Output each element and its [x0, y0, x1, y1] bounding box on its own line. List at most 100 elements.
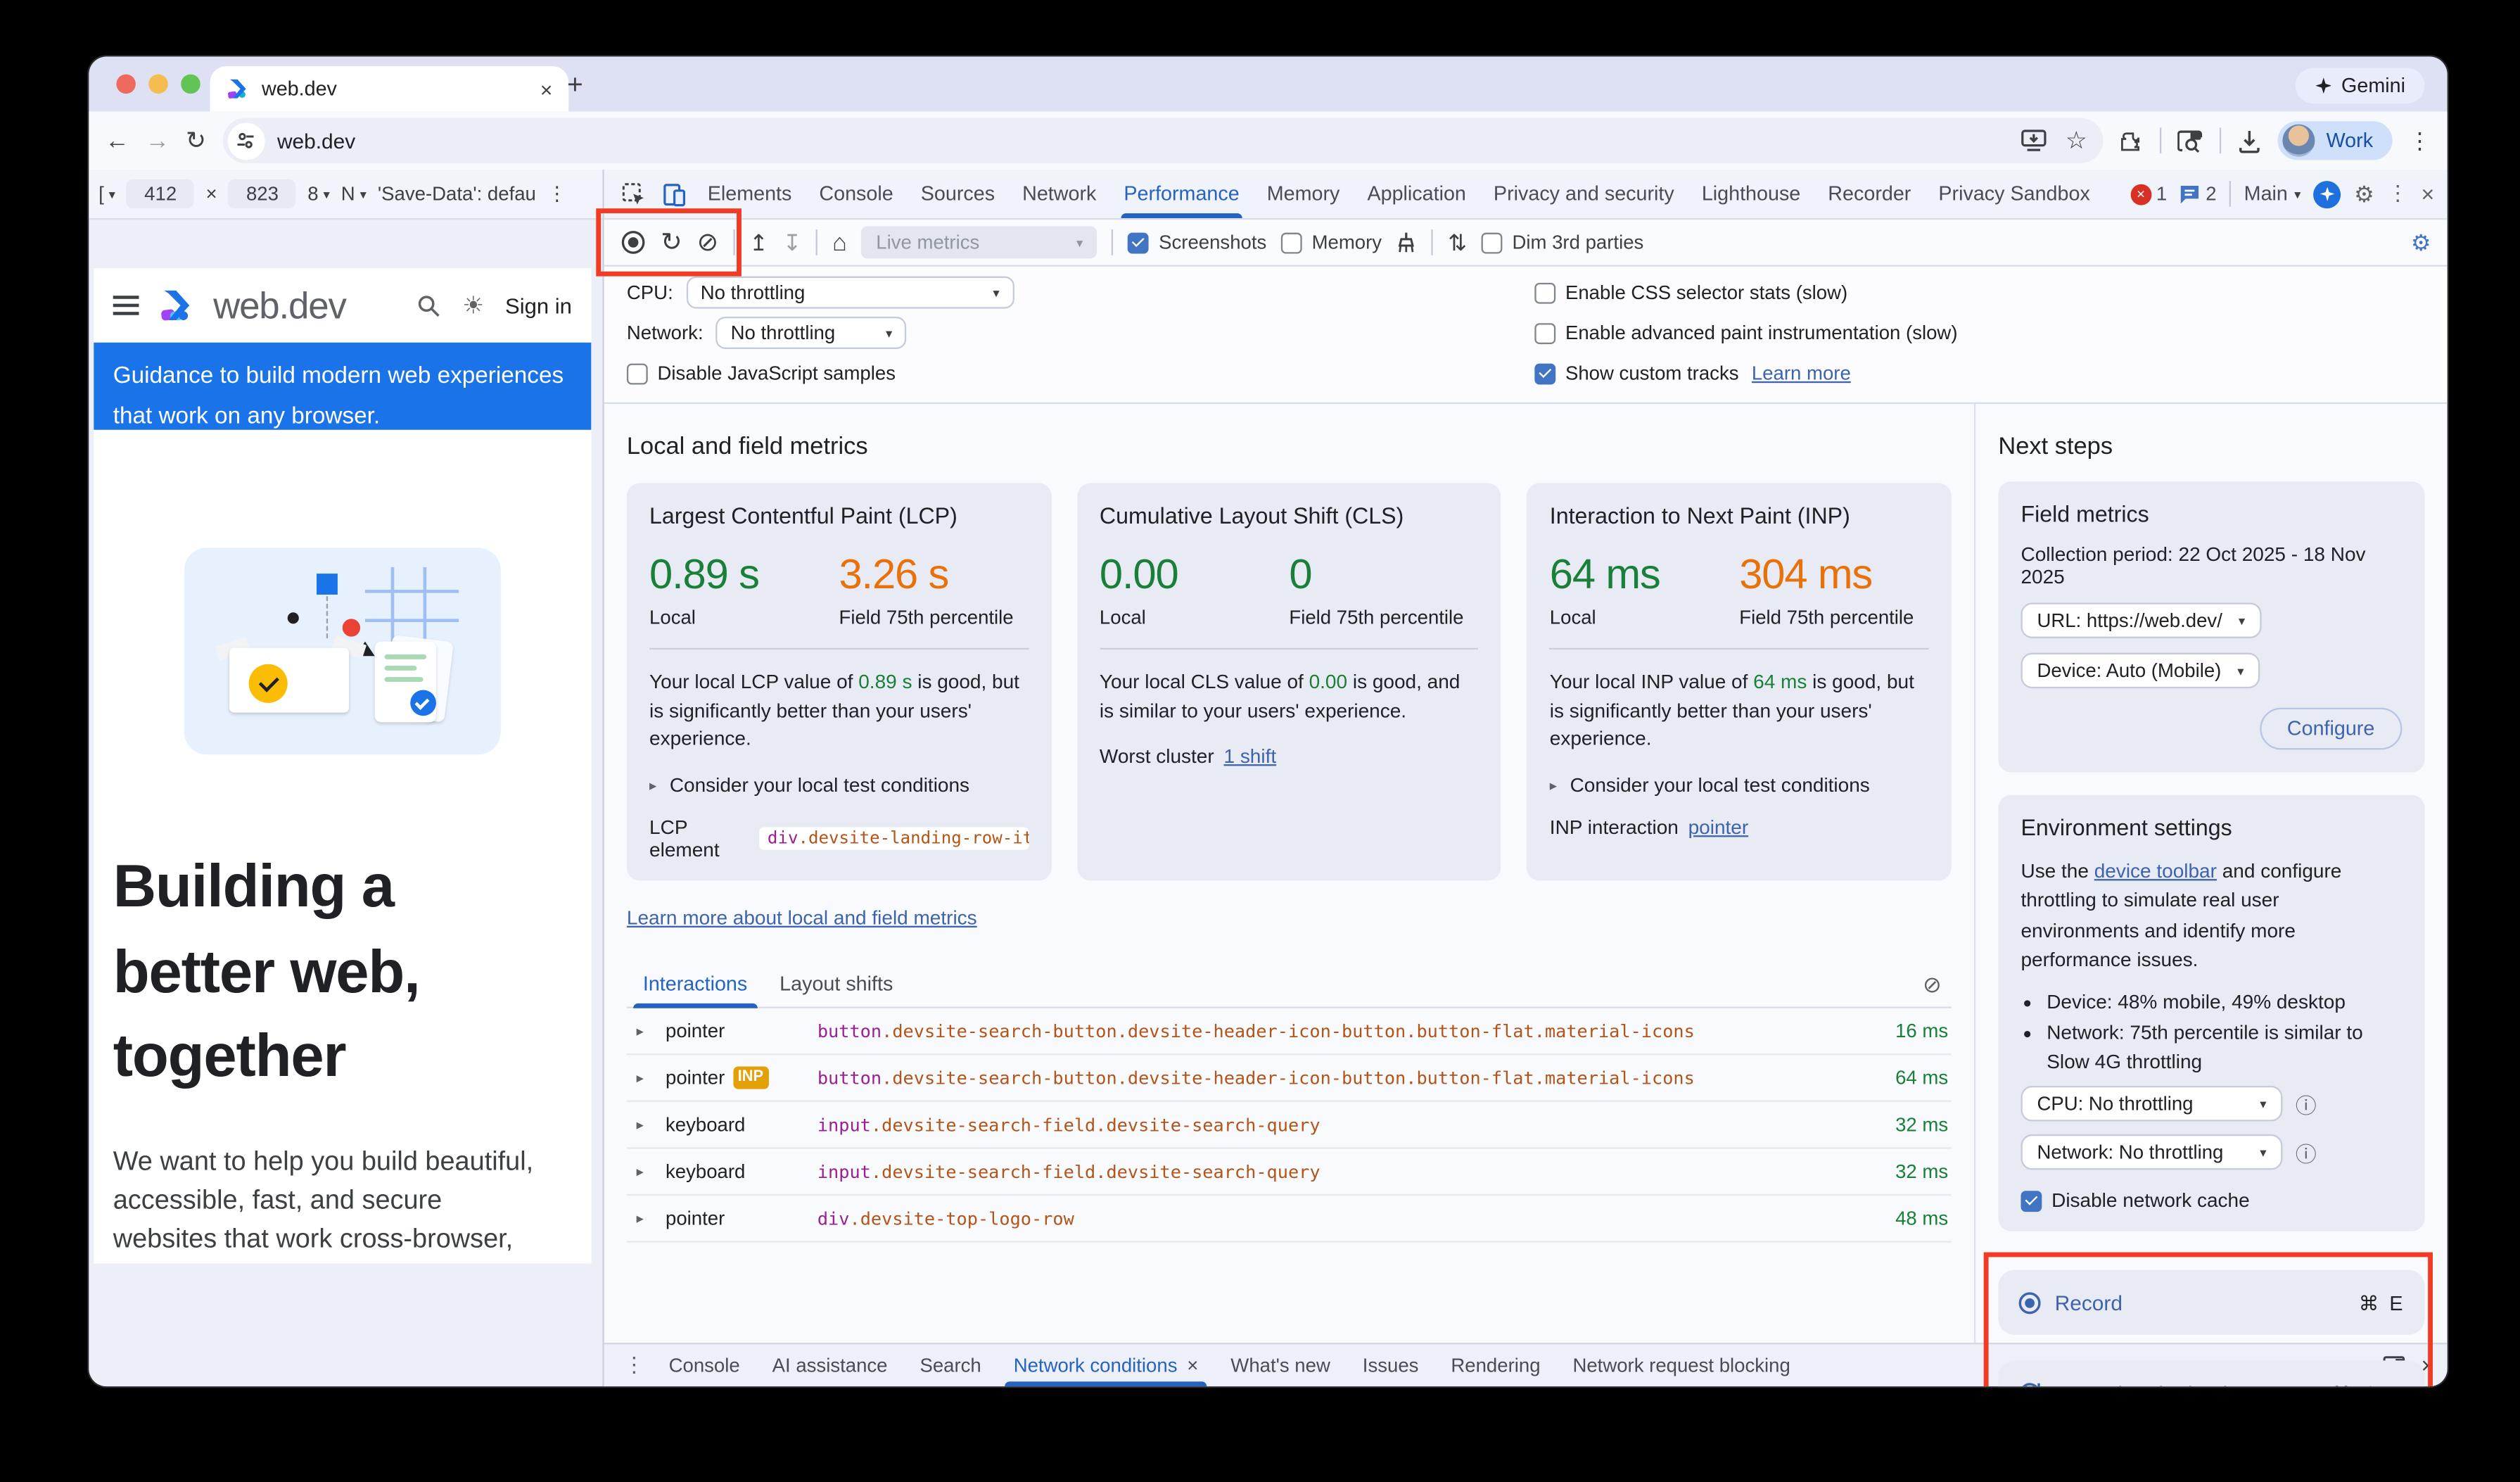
zoom-select[interactable]: 8 ▾	[307, 182, 329, 205]
theme-toggle-icon[interactable]: ☀	[462, 292, 485, 320]
tab-memory[interactable]: Memory	[1266, 182, 1340, 205]
error-badge[interactable]: × 1	[2130, 182, 2167, 205]
tab-privacy-security[interactable]: Privacy and security	[1493, 182, 1674, 205]
address-bar[interactable]: web.dev ☆	[222, 118, 2104, 163]
page-logo-text[interactable]: web.dev	[213, 283, 347, 326]
custom-tracks-learn-more-link[interactable]: Learn more	[1751, 362, 1851, 385]
width-input[interactable]: 412	[126, 179, 195, 209]
search-tabs-icon[interactable]	[2177, 129, 2203, 153]
tab-interactions[interactable]: Interactions	[627, 961, 763, 1008]
back-button[interactable]: ←	[105, 127, 129, 155]
custom-tracks-checkbox[interactable]: Show custom tracks	[1534, 362, 1739, 384]
info-icon[interactable]: ⓘ	[2295, 1141, 2317, 1167]
dim-3rd-parties-checkbox[interactable]: Dim 3rd parties	[1481, 231, 1643, 253]
caret-right-icon[interactable]: ▸	[636, 1069, 644, 1086]
browser-tab[interactable]: web.dev ×	[210, 66, 569, 112]
info-icon[interactable]: ⓘ	[2295, 1093, 2317, 1118]
lcp-consider-expander[interactable]: ▸ Consider your local test conditions	[649, 774, 1029, 797]
memory-checkbox[interactable]: Memory	[1280, 231, 1382, 253]
tab-console[interactable]: Console	[819, 182, 893, 205]
cpu-throttling-select[interactable]: No throttling ▾	[686, 276, 1014, 309]
device-toolbar-toggle-icon[interactable]	[654, 175, 693, 213]
drawer-tab-network-request-blocking[interactable]: Network request blocking	[1572, 1354, 1790, 1377]
css-selector-stats-checkbox[interactable]: Enable CSS selector stats (slow)	[1534, 281, 1847, 304]
drawer-tab-close-icon[interactable]: ×	[1187, 1354, 1199, 1377]
record-icon[interactable]	[621, 229, 647, 255]
caret-right-icon[interactable]: ▸	[636, 1022, 644, 1039]
field-url-select[interactable]: URL: https://web.dev/ ▾	[2021, 602, 2262, 638]
close-window-button[interactable]	[116, 74, 136, 94]
caret-right-icon[interactable]: ▸	[636, 1115, 644, 1132]
drawer-menu-icon[interactable]: ⋮	[623, 1352, 645, 1377]
profile-button[interactable]: Work	[2277, 121, 2393, 160]
new-tab-button[interactable]: +	[566, 69, 583, 101]
throttle-select[interactable]: N ▾	[341, 182, 367, 205]
drawer-tab-console[interactable]: Console	[668, 1354, 740, 1377]
drawer-tab-ai-assistance[interactable]: AI assistance	[772, 1354, 888, 1377]
context-select[interactable]: Main ▾	[2244, 182, 2301, 205]
hamburger-menu-icon[interactable]	[113, 296, 139, 315]
downloads-icon[interactable]	[2237, 129, 2261, 153]
tab-layout-shifts[interactable]: Layout shifts	[779, 973, 893, 996]
inp-interaction-link[interactable]: pointer	[1688, 816, 1749, 839]
home-icon[interactable]: ⌂	[832, 228, 847, 256]
drawer-tab-network-conditions[interactable]: Network conditions ×	[999, 1344, 1213, 1387]
interaction-row[interactable]: ▸ pointer INP button.devsite-search-butto…	[626, 1056, 1952, 1103]
tab-sources[interactable]: Sources	[920, 182, 995, 205]
garbage-collect-icon[interactable]	[1396, 231, 1418, 253]
devtools-menu-icon[interactable]: ⋮	[2387, 181, 2409, 205]
disable-network-cache-checkbox[interactable]: Disable network cache	[2021, 1190, 2402, 1212]
tab-application[interactable]: Application	[1367, 182, 1466, 205]
tab-close-icon[interactable]: ×	[540, 77, 553, 101]
sign-in-link[interactable]: Sign in	[505, 293, 572, 318]
dimensions-select[interactable]: [ ▾	[98, 182, 115, 205]
install-icon[interactable]	[2021, 129, 2047, 152]
configure-button[interactable]: Configure	[2259, 707, 2403, 750]
drawer-tab-issues[interactable]: Issues	[1362, 1354, 1419, 1377]
gemini-button[interactable]: Gemini	[2296, 68, 2425, 103]
screenshots-checkbox[interactable]: Screenshots	[1128, 231, 1266, 253]
tab-privacy-sandbox[interactable]: Privacy Sandbox	[1938, 182, 2090, 205]
fullscreen-window-button[interactable]	[181, 74, 201, 94]
record-reload-icon[interactable]: ↻	[661, 229, 682, 258]
interaction-row[interactable]: ▸ keyboard input.devsite-search-field.de…	[626, 1102, 1952, 1149]
disable-js-samples-checkbox[interactable]: Disable JavaScript samples	[626, 362, 896, 384]
drawer-tab-whats-new[interactable]: What's new	[1230, 1354, 1330, 1377]
paint-instrumentation-checkbox[interactable]: Enable advanced paint instrumentation (s…	[1534, 322, 1958, 344]
capture-settings-gear-icon[interactable]: ⚙	[2410, 228, 2431, 255]
interaction-row[interactable]: ▸ keyboard input.devsite-search-field.de…	[626, 1149, 1952, 1196]
caret-right-icon[interactable]: ▸	[636, 1209, 644, 1226]
inspect-icon[interactable]	[614, 175, 653, 213]
tab-performance[interactable]: Performance	[1111, 170, 1252, 218]
extensions-icon[interactable]	[2120, 129, 2144, 153]
record-and-reload-button[interactable]: Record and reload ⌘ ⇧ E	[1998, 1360, 2425, 1387]
drawer-tab-rendering[interactable]: Rendering	[1451, 1354, 1541, 1377]
device-toolbar-menu-icon[interactable]: ⋮	[547, 182, 567, 205]
lcp-element-chip[interactable]: div.devsite-landing-row-ite…	[759, 827, 1029, 850]
bookmark-star-icon[interactable]: ☆	[2065, 127, 2087, 156]
devtools-settings-icon[interactable]: ⚙	[2354, 180, 2374, 206]
device-toolbar-link[interactable]: device toolbar	[2094, 859, 2217, 882]
height-input[interactable]: 823	[228, 179, 297, 209]
minimize-window-button[interactable]	[148, 74, 168, 94]
interaction-row[interactable]: ▸ pointer div.devsite-top-logo-row 48 ms	[626, 1196, 1952, 1243]
tab-network[interactable]: Network	[1022, 182, 1097, 205]
env-cpu-select[interactable]: CPU: No throttling ▾	[2021, 1086, 2283, 1122]
network-throttling-select[interactable]: No throttling ▾	[715, 317, 907, 349]
ai-assistant-icon[interactable]	[2313, 180, 2341, 208]
history-select[interactable]: Live metrics ▾	[861, 226, 1097, 259]
field-device-select[interactable]: Device: Auto (Mobile) ▾	[2021, 652, 2260, 689]
tab-recorder[interactable]: Recorder	[1828, 182, 1911, 205]
worst-cluster-link[interactable]: 1 shift	[1223, 745, 1277, 768]
drawer-tab-search[interactable]: Search	[919, 1354, 981, 1377]
issues-badge[interactable]: 2	[2180, 182, 2217, 205]
tab-elements[interactable]: Elements	[707, 182, 792, 205]
reload-button[interactable]: ↻	[186, 127, 206, 156]
page-viewport[interactable]: web.dev ☀ Sign in Guidance to build mode…	[94, 268, 592, 1264]
page-search-icon[interactable]	[417, 293, 441, 317]
load-profile-icon[interactable]: ↥	[749, 228, 768, 255]
learn-more-metrics-link[interactable]: Learn more about local and field metrics	[626, 906, 977, 930]
inp-consider-expander[interactable]: ▸ Consider your local test conditions	[1550, 774, 1929, 797]
clear-icon[interactable]: ⊘	[696, 229, 719, 258]
caret-right-icon[interactable]: ▸	[636, 1163, 644, 1179]
